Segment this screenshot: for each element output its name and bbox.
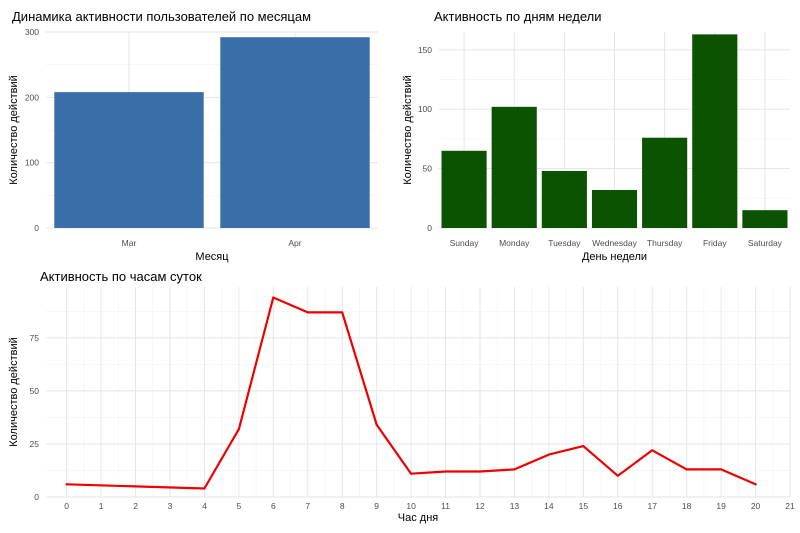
data-point [444, 470, 447, 473]
x-tick-label: 19 [716, 501, 726, 511]
bar-thursday [642, 137, 688, 228]
y-tick-label: 0 [427, 223, 432, 233]
x-tick-label: 8 [340, 501, 345, 511]
data-point [513, 468, 516, 471]
data-point [582, 444, 585, 448]
y-axis-title: Количество действий [402, 75, 414, 184]
y-tick-label: 0 [34, 223, 39, 233]
chart-title: Активность по часам суток [40, 269, 202, 284]
x-tick-label: 7 [305, 501, 310, 511]
x-tick-label: 5 [237, 501, 242, 511]
chart-panel-1: 0 50 100 150 Sunday Monday Tuesday Wednesday Thu… [402, 9, 790, 263]
x-tick-label: Mar [122, 238, 137, 248]
x-tick-label: 18 [682, 501, 692, 511]
x-tick-label: Apr [288, 238, 301, 248]
y-tick-label: 100 [418, 104, 432, 114]
x-axis-title: Час дня [398, 512, 438, 524]
bar-saturday [742, 210, 788, 228]
x-tick-label: 20 [751, 501, 761, 511]
x-tick-label: 12 [475, 501, 485, 511]
data-point [272, 296, 275, 299]
bar-mar [54, 92, 204, 229]
data-point [341, 311, 344, 314]
series-line [65, 296, 757, 490]
y-tick-label: 0 [34, 492, 39, 502]
x-tick-label: 3 [168, 501, 173, 511]
data-point [237, 427, 240, 431]
x-tick-label: Monday [499, 238, 530, 248]
data-point [547, 453, 550, 456]
bar-monday [491, 106, 537, 228]
y-tick-label: 25 [30, 439, 40, 449]
y-axis-title: Количество действий [8, 337, 20, 446]
chart-title: Активность по дням недели [434, 9, 601, 24]
data-point [306, 311, 309, 314]
bar-wednesday [591, 189, 638, 228]
x-tick-label: 4 [202, 501, 207, 511]
x-tick-label: 15 [579, 501, 589, 511]
chart-panel-0: 0 100 200 300 Mar Apr Динамика активности поль… [8, 9, 378, 263]
y-tick-label: 50 [423, 164, 433, 174]
x-tick-label: 0 [64, 501, 69, 511]
data-point [720, 468, 723, 471]
data-point [65, 483, 68, 486]
x-tick-label: 10 [406, 501, 416, 511]
x-tick-label: 21 [785, 501, 795, 511]
chart-title: Динамика активности пользователей по мес… [12, 9, 311, 24]
y-tick-label: 200 [25, 92, 39, 102]
x-tick-label: Saturday [748, 238, 783, 248]
data-point [203, 487, 206, 490]
x-axis-title: Месяц [195, 251, 229, 263]
data-point [478, 470, 482, 473]
x-axis-title: День недели [582, 251, 647, 263]
bar-sunday [441, 150, 487, 228]
x-tick-label: 11 [441, 501, 450, 511]
y-tick-label: 75 [30, 333, 40, 343]
data-point [754, 483, 757, 486]
x-tick-label: 13 [510, 501, 520, 511]
x-tick-label: Tuesday [548, 238, 581, 248]
data-point [410, 472, 413, 475]
bar-tuesday [541, 170, 587, 228]
x-tick-label: Sunday [450, 238, 480, 248]
x-tick-label: 1 [99, 501, 104, 511]
data-point [651, 449, 654, 452]
x-tick-label: 14 [544, 501, 554, 511]
data-point [616, 474, 619, 477]
y-tick-label: 50 [30, 386, 40, 396]
data-point [685, 468, 688, 471]
y-tick-label: 100 [25, 158, 39, 168]
x-tick-label: 16 [613, 501, 623, 511]
x-tick-label: Friday [703, 238, 727, 248]
x-tick-label: 9 [374, 501, 379, 511]
x-tick-label: Thursday [647, 238, 683, 248]
data-point [375, 423, 378, 426]
bar-friday [692, 34, 738, 228]
x-tick-label: 6 [271, 501, 276, 511]
y-axis-title: Количество действий [8, 75, 20, 184]
bar-apr [220, 37, 370, 228]
y-tick-label: 150 [418, 45, 432, 55]
x-tick-label: Wednesday [592, 238, 637, 248]
x-tick-label: 17 [647, 501, 657, 511]
x-tick-label: 2 [133, 501, 138, 511]
y-tick-label: 300 [25, 27, 39, 37]
